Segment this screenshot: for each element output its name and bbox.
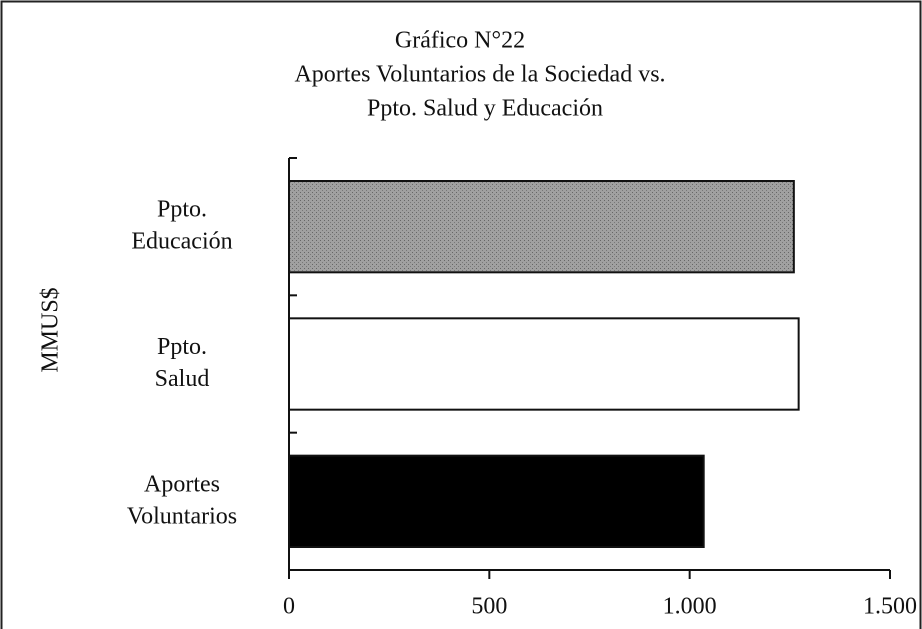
x-tick-label: 500 bbox=[471, 594, 507, 620]
y-tick-label: Ppto. Salud bbox=[155, 334, 210, 392]
x-tick-label: 0 bbox=[283, 594, 295, 620]
y-tick-label: Ppto. Educación bbox=[131, 196, 232, 254]
bar bbox=[288, 180, 795, 274]
chart-title: Aportes Voluntarios de la Sociedad vs. bbox=[294, 62, 665, 88]
chart-title: Gráfico N°22 bbox=[395, 28, 525, 54]
bar bbox=[288, 317, 800, 411]
chart-title: Ppto. Salud y Educación bbox=[367, 96, 603, 122]
y-axis-label: MMUS$ bbox=[38, 287, 64, 372]
bar bbox=[288, 454, 705, 548]
y-tick-label: Aportes Voluntarios bbox=[127, 471, 237, 529]
x-tick-label: 1.500 bbox=[863, 594, 917, 620]
x-tick-label: 1.000 bbox=[663, 594, 717, 620]
